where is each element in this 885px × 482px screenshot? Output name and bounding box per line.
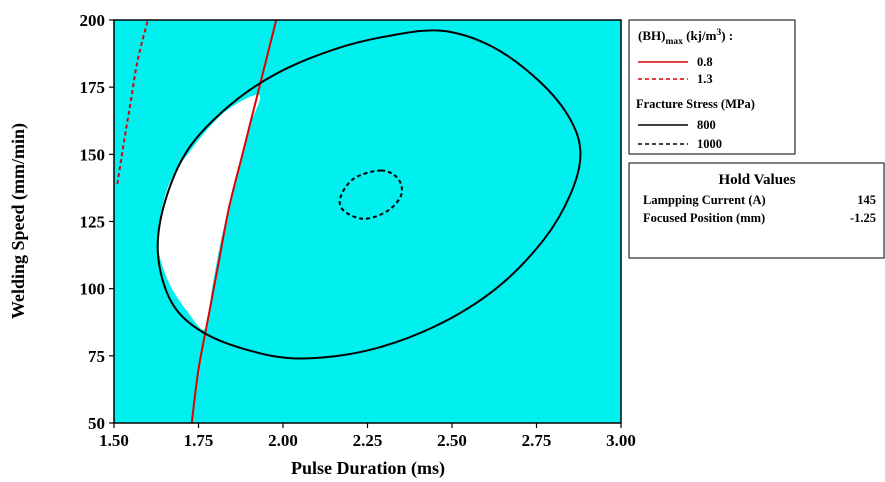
- legend-bh-title-sub: max: [665, 37, 683, 47]
- y-tick-label: 50: [88, 414, 105, 433]
- x-tick-label: 1.50: [99, 431, 129, 450]
- hold-row-value: 145: [857, 193, 876, 207]
- legend-bh-title-main: (BH): [638, 28, 665, 43]
- x-tick-label: 2.00: [268, 431, 298, 450]
- y-tick-label: 150: [80, 145, 106, 164]
- y-axis-title: Welding Speed (mm/min): [8, 123, 29, 319]
- x-tick-label: 3.00: [606, 431, 636, 450]
- legend-label-stress-1000: 1000: [697, 137, 722, 151]
- y-tick-label: 125: [80, 213, 106, 232]
- y-tick-label: 175: [80, 78, 106, 97]
- legend-stress-title: Fracture Stress (MPa): [636, 97, 755, 111]
- contour-bh-1-3: [116, 20, 149, 185]
- x-tick-label: 2.50: [437, 431, 467, 450]
- hold-values-title: Hold Values: [718, 172, 795, 188]
- contour-bh-0-8: [190, 20, 278, 423]
- hold-row-value: -1.25: [850, 211, 876, 225]
- contour-lines: [116, 20, 582, 423]
- feasible-region: [157, 94, 261, 330]
- y-axis: 50 75 100 125 150 175 200: [80, 11, 114, 433]
- legend-label-bh-0-8: 0.8: [697, 55, 713, 69]
- hold-row-label: Lampping Current (A): [643, 193, 766, 207]
- legend: (BH)max (kj/m3) : 0.8 1.3 Fracture Stres…: [628, 19, 796, 155]
- contour-stress-1000: [338, 169, 403, 220]
- hold-row-label: Focused Position (mm): [643, 211, 765, 225]
- legend-bh-title-unit: (kj/m: [683, 28, 717, 43]
- hold-values-box: Hold Values Lampping Current (A) 145 Foc…: [628, 162, 885, 259]
- x-axis-title: Pulse Duration (ms): [291, 458, 445, 479]
- hold-values-frame: [628, 162, 885, 259]
- legend-label-stress-800: 800: [697, 118, 716, 132]
- legend-label-bh-1-3: 1.3: [697, 72, 713, 86]
- y-tick-label: 100: [80, 280, 106, 299]
- x-tick-label: 2.25: [353, 431, 383, 450]
- x-tick-label: 2.75: [522, 431, 552, 450]
- x-tick-label: 1.75: [184, 431, 214, 450]
- y-tick-label: 200: [80, 11, 106, 30]
- legend-bh-title: (BH)max (kj/m3) :: [638, 28, 733, 47]
- legend-bh-title-end: ) :: [721, 28, 733, 43]
- legend-frame: [628, 19, 796, 155]
- y-tick-label: 75: [88, 347, 105, 366]
- legend-bh-title-sup: 3: [716, 28, 721, 38]
- x-axis: 1.50 1.75 2.00 2.25 2.50 2.75 3.00: [99, 423, 636, 450]
- contour-stress-800: [156, 29, 582, 360]
